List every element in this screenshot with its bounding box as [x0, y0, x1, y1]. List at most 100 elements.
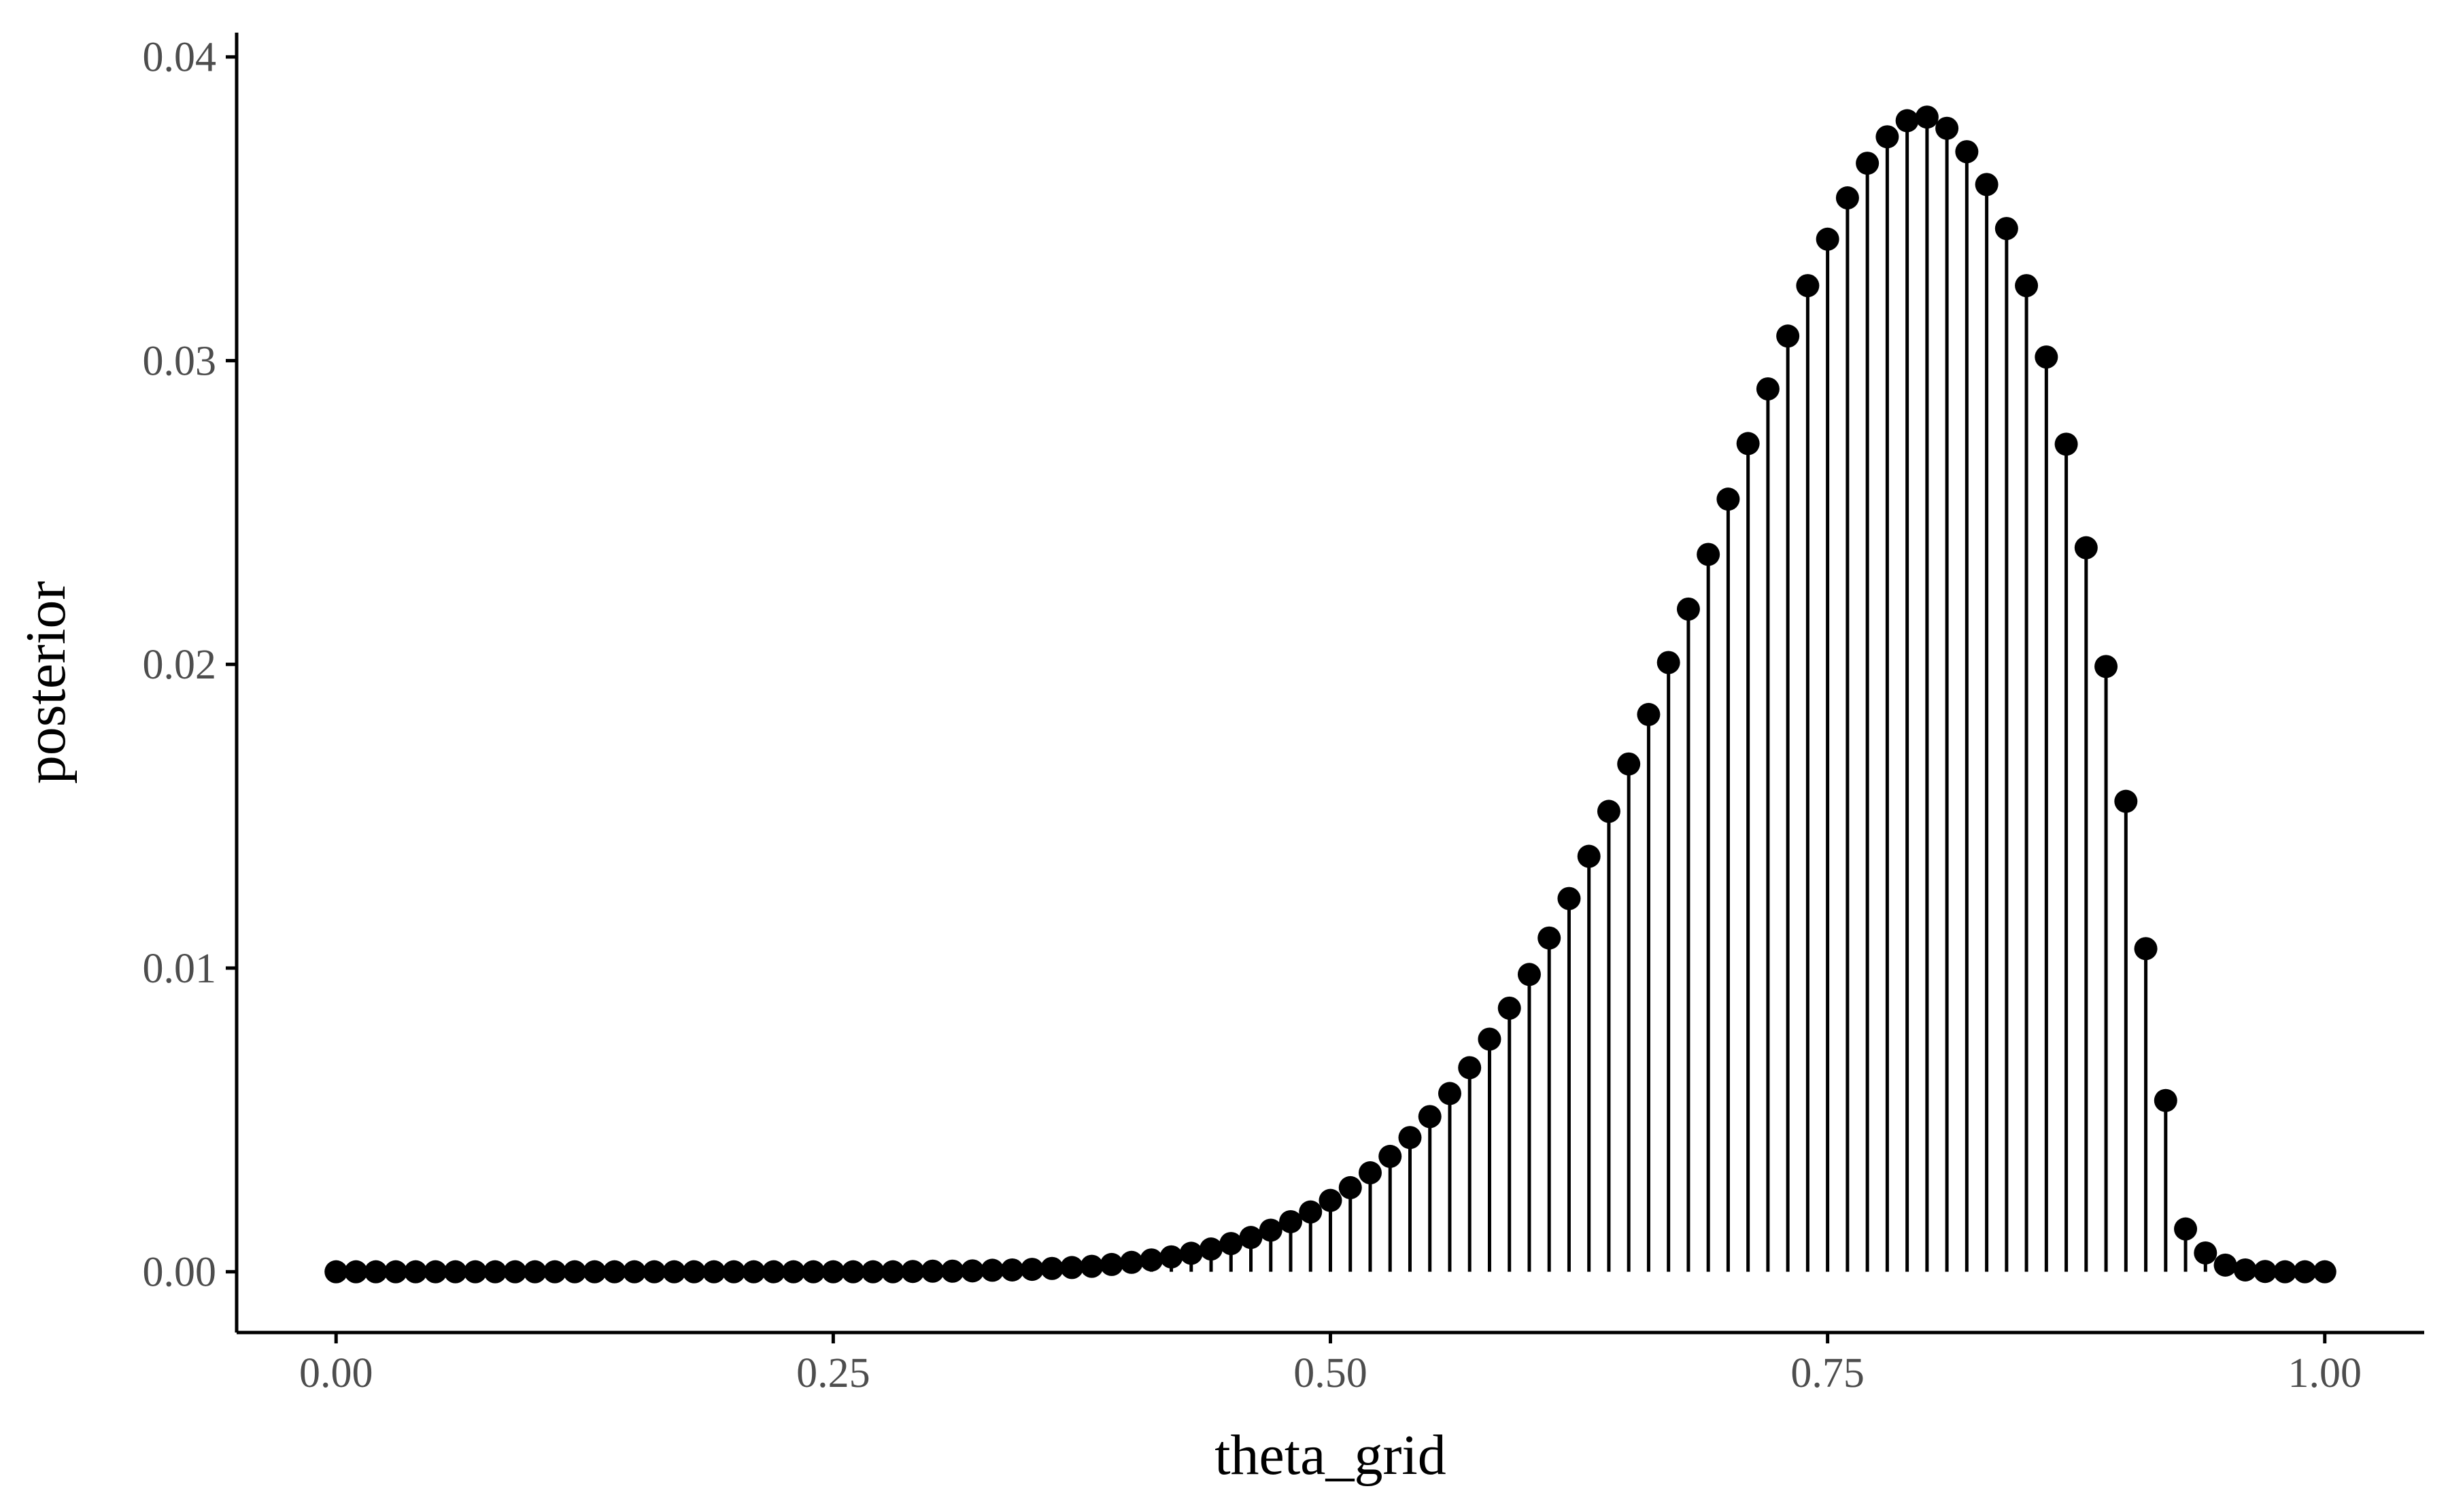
- data-point: [802, 1260, 826, 1284]
- data-point: [1676, 597, 1700, 621]
- data-point: [583, 1260, 607, 1284]
- data-point: [2035, 345, 2058, 369]
- data-point: [1517, 963, 1541, 986]
- data-point: [1299, 1200, 1323, 1224]
- plot-area: [324, 105, 2336, 1284]
- data-point: [821, 1260, 845, 1284]
- x-tick-label: 1.00: [2288, 1350, 2362, 1396]
- data-point: [1398, 1126, 1422, 1150]
- data-point: [781, 1260, 805, 1284]
- data-point: [2054, 432, 2078, 456]
- data-point: [881, 1260, 905, 1284]
- x-axis-ticks: 0.00 0.25 0.50 0.75 1.00: [299, 1333, 2362, 1396]
- data-point: [2213, 1253, 2237, 1277]
- data-point: [702, 1260, 726, 1284]
- data-point: [1120, 1250, 1144, 1274]
- data-point: [1378, 1144, 1402, 1168]
- data-point: [1259, 1218, 1282, 1242]
- data-point: [1418, 1105, 1442, 1129]
- data-point: [1796, 274, 1820, 298]
- data-point: [2254, 1260, 2277, 1284]
- data-point: [1020, 1258, 1044, 1282]
- data-point: [364, 1260, 388, 1284]
- data-point: [443, 1260, 467, 1284]
- y-tick-label: 0.04: [143, 35, 217, 81]
- data-point: [1835, 186, 1859, 210]
- data-point: [1100, 1252, 1123, 1276]
- data-point: [1000, 1258, 1024, 1282]
- data-point: [1816, 227, 1839, 251]
- data-point: [901, 1260, 925, 1284]
- data-point: [762, 1260, 785, 1284]
- data-point: [2015, 274, 2039, 298]
- y-axis-title: posterior: [14, 581, 78, 785]
- y-tick-label: 0.02: [143, 642, 217, 688]
- x-tick-label: 0.00: [299, 1350, 373, 1396]
- data-point: [424, 1260, 447, 1284]
- data-point: [1656, 651, 1680, 674]
- data-point: [1159, 1245, 1183, 1269]
- data-point: [1776, 324, 1800, 348]
- data-point: [2313, 1260, 2336, 1284]
- data-point: [523, 1260, 547, 1284]
- data-point: [1478, 1027, 1501, 1051]
- data-point: [503, 1260, 527, 1284]
- y-tick-label: 0.00: [143, 1250, 217, 1296]
- y-tick-label: 0.03: [143, 338, 217, 384]
- data-point: [1577, 844, 1601, 868]
- data-point: [1736, 432, 1760, 456]
- data-point: [1338, 1175, 1362, 1199]
- data-point: [662, 1260, 686, 1284]
- data-point: [1200, 1237, 1223, 1261]
- data-point: [1756, 377, 1780, 401]
- data-point: [543, 1260, 566, 1284]
- x-tick-label: 0.25: [796, 1350, 870, 1396]
- data-point: [1895, 109, 1919, 133]
- data-point: [1955, 140, 1979, 164]
- data-point: [1875, 125, 1899, 149]
- data-point: [940, 1259, 964, 1283]
- data-point: [1040, 1256, 1064, 1280]
- data-point: [921, 1259, 945, 1283]
- data-point: [483, 1260, 507, 1284]
- x-axis-title: theta_grid: [1214, 1424, 1446, 1487]
- data-point: [1239, 1226, 1263, 1250]
- data-point: [1219, 1232, 1243, 1256]
- data-point: [1557, 887, 1581, 910]
- data-point: [344, 1260, 368, 1284]
- data-point: [2233, 1258, 2257, 1282]
- data-point: [1637, 702, 1661, 726]
- data-point: [2074, 536, 2098, 560]
- data-point: [722, 1260, 746, 1284]
- data-point: [2114, 789, 2138, 813]
- axes: [235, 33, 2424, 1335]
- data-point: [861, 1260, 885, 1284]
- data-point: [1716, 487, 1740, 511]
- data-point: [1856, 152, 1880, 175]
- data-point: [1537, 926, 1561, 950]
- data-point: [602, 1260, 626, 1284]
- data-point: [1994, 217, 2018, 241]
- data-point: [463, 1260, 487, 1284]
- data-point: [1319, 1188, 1342, 1212]
- data-point: [2273, 1260, 2297, 1284]
- data-point: [1617, 752, 1641, 776]
- data-point: [324, 1260, 348, 1284]
- data-point: [2293, 1260, 2317, 1284]
- data-point: [622, 1260, 646, 1284]
- data-point: [742, 1260, 766, 1284]
- y-axis-ticks: 0.00 0.01 0.02 0.03 0.04: [143, 35, 237, 1296]
- data-point: [682, 1260, 706, 1284]
- data-point: [1597, 800, 1620, 823]
- data-point: [2194, 1241, 2217, 1265]
- data-point: [1358, 1161, 1382, 1185]
- data-point: [2174, 1217, 2198, 1241]
- data-point: [1438, 1082, 1461, 1105]
- data-point: [384, 1260, 407, 1284]
- x-tick-label: 0.50: [1293, 1350, 1367, 1396]
- data-point: [1080, 1254, 1104, 1278]
- data-point: [563, 1260, 587, 1284]
- data-point: [1060, 1256, 1084, 1279]
- data-point: [1915, 105, 1939, 129]
- data-point: [1458, 1056, 1482, 1080]
